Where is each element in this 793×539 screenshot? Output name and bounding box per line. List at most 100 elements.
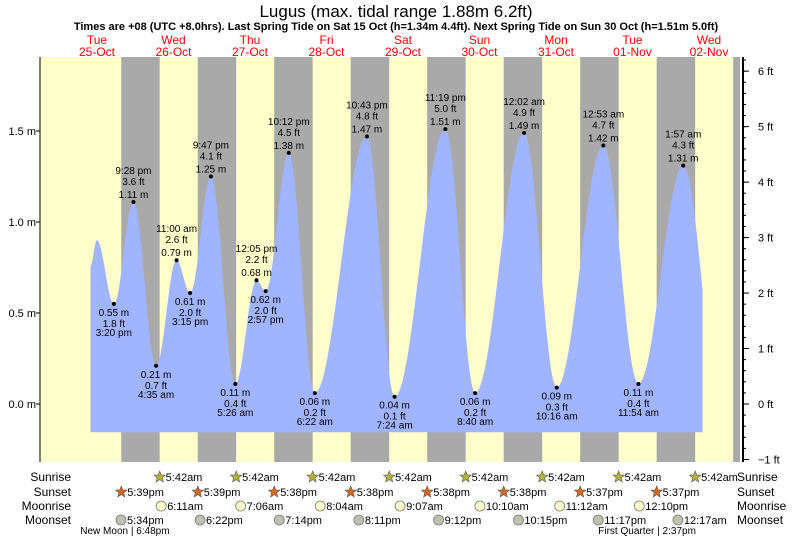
row-label-moonrise: Moonrise — [22, 499, 72, 513]
tide-ft-label: 2.2 ft — [245, 255, 267, 266]
sunrise-star-icon — [153, 470, 167, 483]
moonset-time: 7:14pm — [285, 515, 322, 527]
sunset-time: 5:37pm — [586, 487, 623, 499]
right-axis-label: −1 ft — [758, 454, 780, 466]
sunset-star-icon — [267, 485, 281, 498]
day-label-date: 30-Oct — [461, 45, 498, 59]
day-label-dow: Mon — [544, 33, 567, 47]
tide-ft-label: 0.4 ft — [627, 399, 649, 410]
tide-low-point — [188, 290, 193, 295]
tide-m-label: 1.51 m — [430, 117, 461, 128]
sunrise-star-icon — [306, 470, 320, 483]
tide-m-label: 1.11 m — [119, 190, 149, 201]
day-label-dow: Thu — [240, 33, 261, 47]
tide-m-label: 1.31 m — [668, 154, 699, 165]
row-label-moonset-right: Moonset — [737, 513, 784, 527]
tide-time-label: 9:28 pm — [115, 166, 151, 177]
sunrise-time: 5:42am — [625, 472, 662, 484]
tide-m-label: 0.11 m — [624, 388, 654, 399]
tide-low-point — [312, 391, 317, 396]
moonset-time: 11:17pm — [604, 515, 646, 527]
day-label-dow: Wed — [697, 33, 721, 47]
moonrise-moon-icon — [394, 500, 406, 512]
left-axis-label: 1.0 m — [8, 217, 36, 229]
tide-high-point — [522, 130, 527, 135]
sunrise-time: 5:42am — [242, 472, 279, 484]
right-axis-label: 6 ft — [758, 66, 773, 78]
moonset-time: 10:15pm — [524, 515, 567, 527]
sunrise-time: 5:42am — [395, 472, 432, 484]
tide-m-label: 0.06 m — [300, 397, 331, 408]
sunset-star-icon — [650, 485, 664, 498]
sunset-time: 5:38pm — [433, 487, 470, 499]
tide-low-point — [154, 363, 159, 368]
sunrise-star-icon — [688, 470, 702, 483]
tide-ft-label: 2.6 ft — [165, 235, 187, 246]
moonset-moon-icon — [353, 514, 365, 526]
tide-m-label: 0.06 m — [460, 397, 491, 408]
tide-ft-label: 0.2 ft — [304, 408, 326, 419]
row-label-sunset-right: Sunset — [737, 485, 775, 499]
moonrise-time: 6:11am — [167, 501, 203, 513]
tide-ft-label: 2.0 ft — [179, 308, 201, 319]
left-axis-label: 1.5 m — [8, 126, 36, 138]
day-label-date: 29-Oct — [385, 45, 422, 59]
tide-high-point — [286, 150, 291, 155]
tide-time-label: 5:26 am — [217, 408, 253, 419]
tide-time-label: 9:47 pm — [193, 141, 229, 152]
tide-ft-label: 3.6 ft — [122, 177, 144, 188]
tide-high-point — [681, 163, 686, 168]
tide-ft-label: 4.7 ft — [592, 121, 614, 132]
tide-high-point — [254, 278, 259, 283]
tide-time-label: 10:16 am — [536, 412, 578, 423]
moonset-time: 9:12pm — [445, 515, 482, 527]
tide-time-label: 12:02 am — [503, 97, 545, 108]
chart-subtitle: Times are +08 (UTC +8.0hrs). Last Spring… — [74, 21, 719, 33]
tide-time-label: 12:53 am — [582, 110, 624, 121]
tide-time-label: 8:40 am — [457, 417, 493, 428]
day-label-date: 28-Oct — [308, 45, 345, 59]
day-label-date: 25-Oct — [79, 45, 116, 59]
tide-high-point — [443, 127, 448, 132]
sunrise-time: 5:42am — [548, 472, 585, 484]
tide-ft-label: 4.8 ft — [356, 111, 378, 122]
moonset-moon-icon — [513, 514, 524, 526]
day-label-date: 27-Oct — [232, 45, 269, 59]
tide-high-point — [174, 258, 179, 263]
right-axis-label: 5 ft — [758, 122, 773, 134]
tide-time-label: 2:57 pm — [248, 315, 284, 326]
sunset-star-icon — [420, 485, 434, 498]
moon-phase-label: New Moon | 6:48pm — [80, 526, 169, 537]
tide-m-label: 0.21 m — [141, 370, 172, 381]
tide-time-label: 10:43 pm — [346, 100, 388, 111]
right-axis-label: 3 ft — [758, 233, 773, 245]
row-label-moonrise-right: Moonrise — [737, 499, 787, 513]
tide-time-label: 6:22 am — [297, 417, 333, 428]
tide-high-point — [364, 134, 369, 139]
moonrise-time: 10:10am — [486, 501, 529, 513]
right-axis-label: 4 ft — [758, 177, 773, 189]
moon-phase-label: First Quarter | 2:37pm — [598, 526, 696, 537]
day-label-date: 26-Oct — [155, 45, 192, 59]
day-label-dow: Sun — [469, 33, 490, 47]
left-axis-label: 0.0 m — [8, 399, 36, 411]
night-band — [733, 57, 740, 462]
tide-ft-label: 4.9 ft — [513, 108, 535, 119]
tide-time-label: 12:05 pm — [236, 244, 278, 255]
tide-high-point — [601, 143, 606, 148]
sunset-time: 5:39pm — [127, 487, 164, 499]
moonrise-moon-icon — [474, 500, 486, 512]
moonset-moon-icon — [672, 514, 684, 526]
sunset-time: 5:38pm — [510, 487, 547, 499]
tide-low-point — [111, 301, 116, 306]
tide-ft-label: 2.0 ft — [255, 306, 277, 317]
tide-ft-label: 5.0 ft — [434, 104, 456, 115]
sunrise-time: 5:42am — [166, 472, 203, 484]
tide-time-label: 7:24 am — [377, 421, 413, 432]
tide-time-label: 10:12 pm — [268, 117, 310, 128]
moonrise-time: 11:12am — [566, 501, 608, 513]
tide-m-label: 0.11 m — [220, 388, 250, 399]
moonset-moon-icon — [194, 514, 206, 526]
tide-m-label: 0.55 m — [99, 308, 130, 319]
